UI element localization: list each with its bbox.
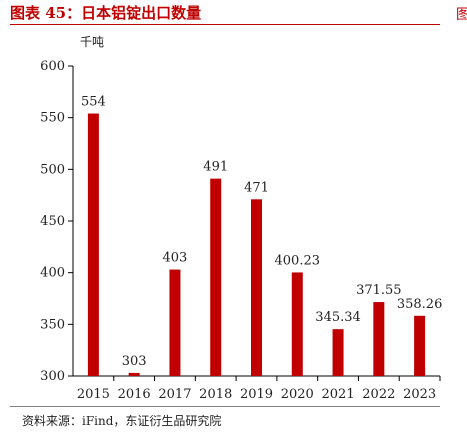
y-axis-unit-label: 千吨 xyxy=(80,35,104,49)
x-tick-label-2021: 2021 xyxy=(322,387,355,402)
data-label-2023: 358.26 xyxy=(397,297,443,312)
bar-2022 xyxy=(373,302,385,376)
edge-glyph: 图 xyxy=(456,7,467,23)
x-tick-labels: 2015 2016 2017 2018 2019 2020 2021 2022 2023 xyxy=(77,387,436,402)
x-tick-label-2020: 2020 xyxy=(281,387,314,402)
y-tick-label: 500 xyxy=(40,162,65,177)
data-label-2017: 403 xyxy=(163,251,188,266)
x-tick-label-2016: 2016 xyxy=(118,387,151,402)
title-rule xyxy=(10,24,440,25)
y-tick-labels: 300 350 400 450 500 550 600 xyxy=(40,59,65,384)
y-tick-label: 450 xyxy=(40,214,65,229)
data-label-2020: 400.23 xyxy=(275,253,321,268)
bars xyxy=(87,113,426,377)
bar-2021 xyxy=(332,329,344,376)
y-tick-label: 400 xyxy=(40,266,65,281)
footer-rule xyxy=(10,406,440,407)
y-tick-label: 350 xyxy=(40,317,65,332)
x-tick-label-2015: 2015 xyxy=(77,387,110,402)
data-label-2022: 371.55 xyxy=(356,283,402,298)
y-tick-label: 550 xyxy=(40,111,65,126)
bar-2018 xyxy=(210,178,222,376)
data-label-2019: 471 xyxy=(244,180,269,195)
x-tick-label-2017: 2017 xyxy=(158,387,191,402)
bar-2017 xyxy=(169,269,181,376)
x-tick-label-2019: 2019 xyxy=(240,387,273,402)
y-tick-label: 600 xyxy=(40,59,65,74)
bar-2016 xyxy=(128,372,140,376)
bar-2019 xyxy=(251,199,262,376)
figure-title: 图表 45：日本铝锭出口数量 xyxy=(10,4,202,22)
y-tick-label: 300 xyxy=(40,369,65,384)
x-tick-label-2023: 2023 xyxy=(403,387,436,402)
bar-2023 xyxy=(414,315,426,376)
data-label-2018: 491 xyxy=(203,160,228,175)
bar-2020 xyxy=(291,272,303,376)
x-tick-label-2022: 2022 xyxy=(362,387,395,402)
data-label-2021: 345.34 xyxy=(315,310,361,325)
source-note: 资料来源：iFind，东证衍生品研究院 xyxy=(22,414,222,428)
data-label-2015: 554 xyxy=(81,95,106,110)
data-label-2016: 303 xyxy=(122,354,147,369)
x-tick-label-2018: 2018 xyxy=(199,387,232,402)
bar-2015 xyxy=(87,113,99,377)
